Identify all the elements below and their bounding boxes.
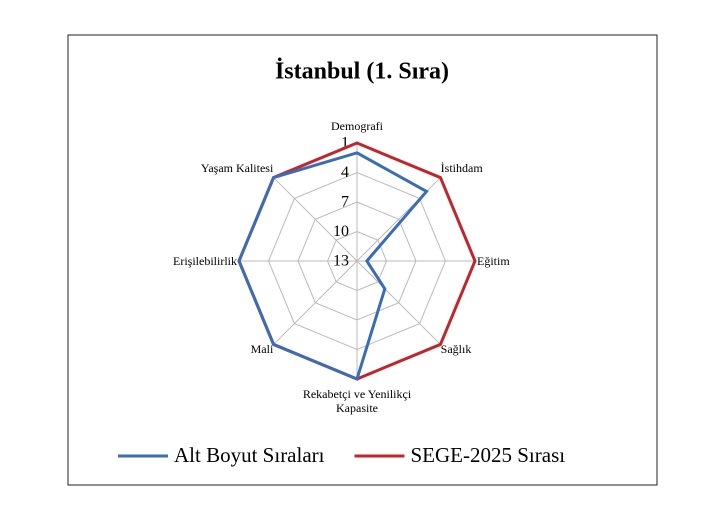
axis-spoke	[356, 260, 441, 345]
legend-label: Alt Boyut Sıraları	[174, 443, 325, 467]
chart-title: İstanbul (1. Sıra)	[275, 59, 449, 85]
r-tick-label: 4	[341, 164, 349, 181]
r-tick-label: 1	[341, 135, 349, 152]
category-label: İstihdam	[440, 161, 483, 176]
category-label: Sağlık	[440, 341, 472, 356]
category-label: Eğitim	[477, 254, 510, 268]
axis-spoke	[273, 177, 358, 262]
category-label: Yaşam Kalitesi	[200, 161, 274, 176]
legend-label: SEGE-2025 Sırası	[411, 443, 566, 467]
category-label: Demografi	[331, 119, 383, 133]
chart-border	[67, 34, 658, 486]
axis-spoke	[273, 260, 358, 345]
category-label: Mali	[250, 341, 274, 356]
category-label: Erişilebilirlik	[173, 254, 237, 268]
r-tick-label: 10	[333, 223, 349, 240]
r-tick-label: 7	[341, 194, 349, 211]
r-tick-label: 13	[333, 253, 349, 270]
series-line	[237, 151, 429, 382]
category-label: Rekabetçi ve Yenilikçi Kapasite	[302, 387, 412, 415]
